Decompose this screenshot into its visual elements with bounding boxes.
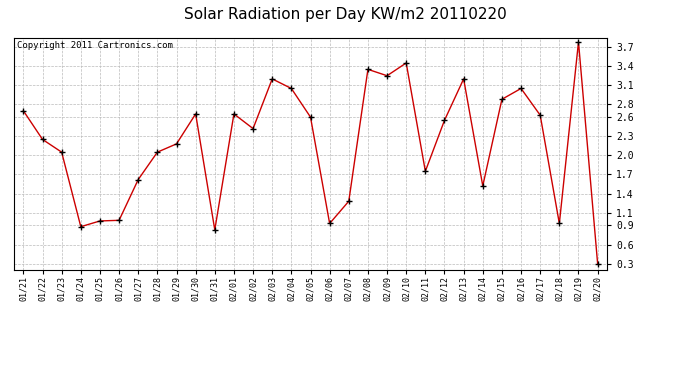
Text: Solar Radiation per Day KW/m2 20110220: Solar Radiation per Day KW/m2 20110220: [184, 8, 506, 22]
Text: Copyright 2011 Cartronics.com: Copyright 2011 Cartronics.com: [17, 41, 172, 50]
